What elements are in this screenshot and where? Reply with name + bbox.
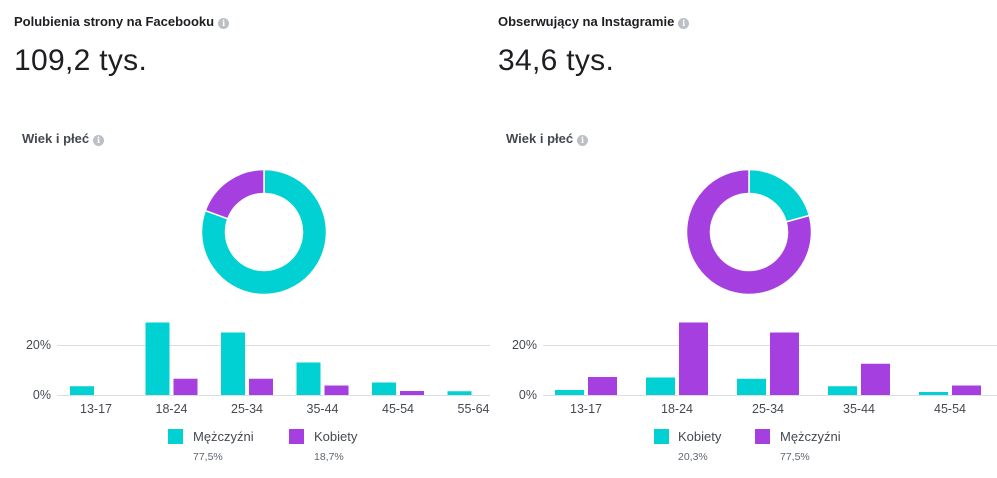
section-title-text: Wiek i płeć [22, 131, 90, 146]
bar [249, 378, 273, 395]
bar [173, 378, 198, 395]
bar [770, 332, 799, 395]
bar [679, 322, 708, 395]
x-tick-label: 35-44 [307, 402, 339, 416]
bar [400, 391, 424, 395]
info-icon[interactable]: i [218, 18, 230, 29]
metric-title-text: Polubienia strony na Facebooku [14, 14, 215, 29]
legend-label: Kobiety [678, 429, 722, 444]
donut-slice [685, 168, 813, 296]
bar [828, 386, 857, 395]
y-tick-label: 0% [519, 388, 537, 402]
legend-percentage: 77,5% [193, 451, 223, 463]
donut-slice [200, 168, 328, 296]
legend-swatch [654, 429, 669, 444]
x-tick-label: 13-17 [80, 402, 112, 416]
legend-swatch [168, 429, 183, 444]
legend-percentage: 20,3% [678, 451, 708, 463]
facebook-panel: Polubienia strony na Facebooku i 109,2 ty… [0, 0, 490, 478]
bar [737, 378, 766, 395]
legend-label: Kobiety [314, 429, 358, 444]
bar [324, 385, 349, 395]
y-tick-label: 0% [33, 388, 51, 402]
legend-percentage: 77,5% [780, 451, 810, 463]
x-tick-label: 55-64 [458, 402, 490, 416]
bar [221, 332, 245, 395]
bar [861, 363, 890, 395]
metric-title-text: Obserwujący na Instagramie [498, 14, 675, 29]
bar [296, 362, 321, 395]
x-tick-label: 13-17 [570, 402, 602, 416]
legend-swatch [755, 429, 770, 444]
info-icon[interactable]: i [93, 135, 105, 146]
y-tick-label: 20% [26, 338, 51, 352]
bar [372, 382, 396, 395]
bar [555, 390, 584, 395]
donut-slice [204, 168, 265, 220]
x-tick-label: 25-34 [231, 402, 263, 416]
metric-title: Obserwujący na Instagramie i [498, 14, 690, 29]
legend-label: Mężczyźni [780, 429, 841, 444]
bar [145, 322, 170, 395]
x-tick-label: 18-24 [156, 402, 188, 416]
bar [646, 377, 675, 395]
legend-label: Mężczyźni [193, 429, 254, 444]
section-title-text: Wiek i płeć [506, 131, 574, 146]
legend-percentage: 18,7% [314, 451, 344, 463]
x-tick-label: 18-24 [661, 402, 693, 416]
section-title: Wiek i płeć i [22, 131, 105, 146]
bar [588, 377, 617, 395]
instagram-panel: Obserwujący na Instagramie i 34,6 tys. Wi… [486, 0, 997, 478]
donut-slice [748, 168, 811, 223]
bar [952, 385, 981, 395]
info-icon[interactable]: i [577, 135, 589, 146]
metric-value: 34,6 tys. [498, 44, 615, 77]
x-tick-label: 45-54 [934, 402, 966, 416]
bar [447, 391, 472, 395]
metric-title: Polubienia strony na Facebooku i [14, 14, 230, 29]
y-tick-label: 20% [512, 338, 537, 352]
section-title: Wiek i płeć i [506, 131, 589, 146]
bar [919, 392, 948, 395]
legend-swatch [289, 429, 304, 444]
x-tick-label: 35-44 [843, 402, 875, 416]
x-tick-label: 45-54 [382, 402, 414, 416]
bar [70, 386, 94, 395]
metric-value: 109,2 tys. [14, 44, 148, 77]
x-tick-label: 25-34 [752, 402, 784, 416]
age-gender-chart: 0% 20% 13-17 18-24 25-34 35-44 45-54 55-64 Mężcz… [26, 168, 490, 463]
info-icon[interactable]: i [678, 18, 690, 29]
age-gender-chart: 0% 20% 13-17 18-24 25-34 35-44 45-54 Kobiety 20,… [512, 168, 997, 463]
